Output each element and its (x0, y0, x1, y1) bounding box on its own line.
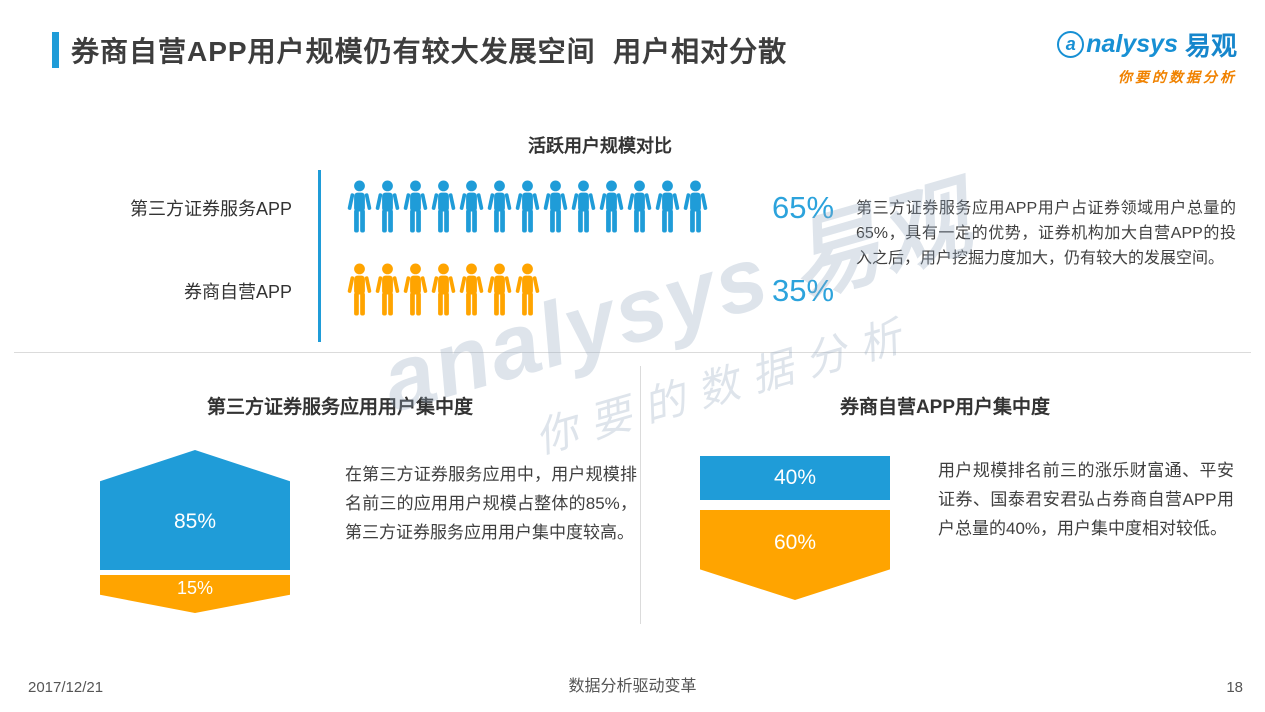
person-icon (347, 263, 372, 316)
header: 券商自营APP用户规模仍有较大发展空间 用户相对分散 (52, 30, 787, 70)
person-icon (627, 180, 652, 233)
right-panel-note: 用户规模排名前三的涨乐财富通、平安证券、国泰君安君弘占券商自营APP用户总量的4… (938, 461, 1234, 538)
person-icon (459, 263, 484, 316)
left-panel-orange-shape: 15% (100, 575, 290, 613)
right-panel-blue-shape: 40% (700, 456, 890, 500)
logo-a-icon: a (1057, 31, 1085, 58)
person-icon (571, 180, 596, 233)
pictogram-chart-title: 活跃用户规模对比 (528, 136, 672, 156)
segment-label: 60% (773, 531, 817, 554)
analysys-logo: a nalysys 易观 你要的数据分析 (1057, 26, 1237, 87)
footer-date: 2017/12/21 (28, 679, 104, 696)
person-icon (487, 263, 512, 316)
left-panel-blue-shape: 85% (100, 450, 290, 570)
segment-label: 40% (773, 466, 817, 489)
person-icon (403, 263, 428, 316)
person-icon (459, 180, 484, 233)
segment-label: 15% (176, 578, 214, 598)
row-label: 第三方证券服务APP (129, 199, 292, 219)
person-icon (375, 180, 400, 233)
person-icon (375, 263, 400, 316)
person-icon (431, 180, 456, 233)
percent-value: 35% (772, 273, 835, 308)
pictogram-row-broker: 券商自营APP 35% (60, 259, 1220, 323)
person-icons-row (346, 179, 709, 236)
left-panel-note: 在第三方证券服务应用中，用户规模排名前三的应用用户规模占整体的85%，第三方证券… (345, 465, 637, 542)
person-icon (487, 180, 512, 233)
footer-slogan: 数据分析驱动变革 (568, 678, 697, 695)
pictogram-row-third-party: 第三方证券服务APP 65% (60, 176, 1220, 240)
person-icon (431, 263, 456, 316)
left-panel-title: 第三方证券服务应用用户集中度 (206, 397, 473, 418)
right-panel-orange-shape: 60% (700, 510, 890, 600)
brand-cn: 易观 (1184, 31, 1237, 61)
person-icon (403, 180, 428, 233)
horizontal-divider (14, 352, 1251, 353)
segment-label: 85% (173, 510, 217, 533)
person-icon (683, 180, 708, 233)
vertical-divider (640, 366, 641, 624)
row-label: 券商自营APP (183, 282, 292, 302)
person-icon (543, 180, 568, 233)
pictogram-note: 第三方证券服务应用APP用户占证券领域用户总量的65%，具有一定的优势，证券机构… (856, 200, 1236, 267)
brand-tagline: 你要的数据分析 (1118, 69, 1237, 85)
person-icon (599, 180, 624, 233)
brand-latin: nalysys (1086, 30, 1178, 58)
person-icon (515, 180, 540, 233)
person-icon (347, 180, 372, 233)
person-icon (655, 180, 680, 233)
page-number: 18 (1226, 679, 1243, 696)
chart-axis (318, 170, 321, 342)
page-title: 券商自营APP用户规模仍有较大发展空间 用户相对分散 (71, 36, 788, 67)
person-icons-row (346, 262, 541, 319)
percent-value: 65% (772, 190, 835, 225)
brand-wordmark: a nalysys 易观 (1057, 26, 1237, 63)
title-accent-bar (52, 32, 59, 68)
person-icon (515, 263, 540, 316)
right-panel-title: 券商自营APP用户集中度 (839, 397, 1051, 418)
